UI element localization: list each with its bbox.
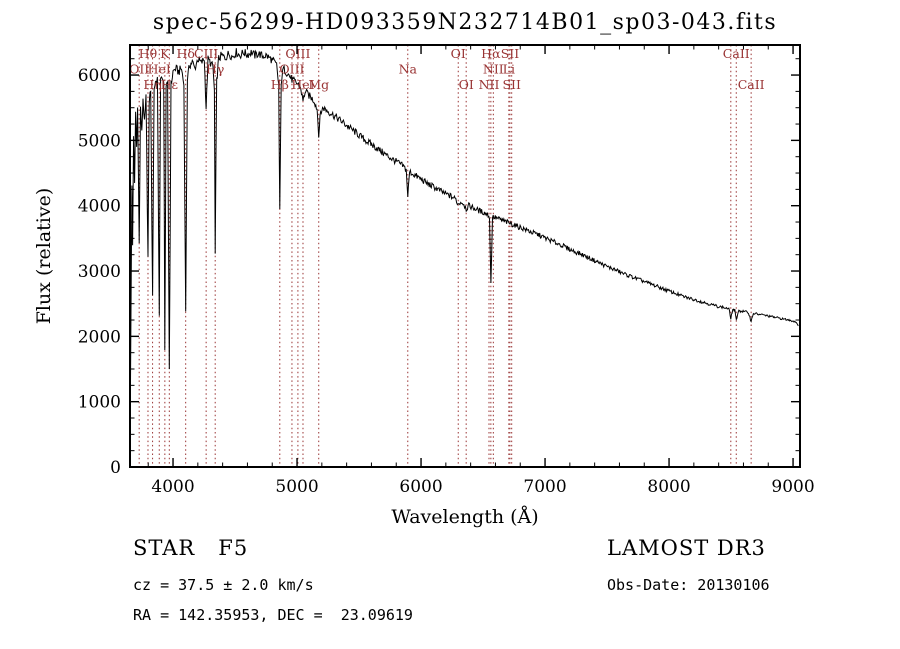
y-tick-label: 3000 [78, 262, 121, 282]
spectral-line-label: NII [479, 77, 500, 92]
spectral-line-label: Hε [161, 77, 178, 92]
spectral-line-label: OIII [285, 46, 310, 61]
spectral-line-label: Li [503, 62, 515, 77]
object-class-label: STAR F5 [133, 536, 249, 560]
spectral-line-label: SII [502, 77, 521, 92]
y-tick-label: 4000 [78, 197, 121, 217]
x-tick-label: 6000 [399, 477, 442, 497]
spectral-line-label: NII [483, 62, 504, 77]
spectral-line-label: CaII [738, 77, 765, 92]
spectral-line-label: Hδ [176, 46, 194, 61]
spectral-line-label: HeI [291, 77, 314, 92]
spectral-line-label: Na [399, 62, 418, 77]
spectral-line-label: Mg [308, 77, 329, 92]
radial-velocity-label: cz = 37.5 ± 2.0 km/s [133, 576, 314, 594]
spectral-line-label: OIII [279, 62, 304, 77]
x-axis-label: Wavelength (Å) [391, 506, 539, 528]
coordinates-label: RA = 142.35953, DEC = 23.09619 [133, 606, 413, 624]
x-tick-label: 9000 [771, 477, 814, 497]
spectral-line-label: Hγ [206, 62, 224, 77]
spectral-line-label: OII [129, 62, 149, 77]
spectral-line-label: CaII [723, 46, 750, 61]
spectral-line-label: CIII [194, 46, 218, 61]
x-tick-label: 4000 [151, 477, 194, 497]
y-tick-label: 1000 [78, 393, 121, 413]
y-tick-label: 2000 [78, 327, 121, 347]
y-tick-label: 0 [110, 458, 121, 478]
spectral-line-label: Hη [143, 77, 161, 92]
spectral-line-label: SII [501, 46, 520, 61]
chart-title: spec-56299-HD093359N232714B01_sp03-043.f… [152, 10, 778, 35]
x-tick-label: 7000 [523, 477, 566, 497]
plot-frame [129, 44, 801, 468]
axis-minor-ticks [130, 45, 800, 467]
y-tick-label: 6000 [78, 66, 121, 86]
survey-label: LAMOST DR3 [607, 536, 766, 560]
spectral-line-label: K [160, 46, 170, 61]
y-tick-label: 5000 [78, 131, 121, 151]
x-tick-label: 8000 [647, 477, 690, 497]
spectrum-trace [130, 48, 799, 425]
spectral-line-label: Hα [481, 46, 501, 61]
axis-ticks [130, 45, 800, 468]
spectral-line-label: HeI [148, 62, 171, 77]
spectral-line-label: OI [459, 77, 474, 92]
spectral-line-markers [138, 45, 752, 467]
obs-date-label: Obs-Date: 20130106 [607, 576, 770, 594]
spectral-line-label: Hθ [139, 46, 157, 61]
spectral-line-label: OI [451, 46, 466, 61]
spectral-line-label: Hβ [271, 77, 289, 92]
x-tick-label: 5000 [275, 477, 318, 497]
